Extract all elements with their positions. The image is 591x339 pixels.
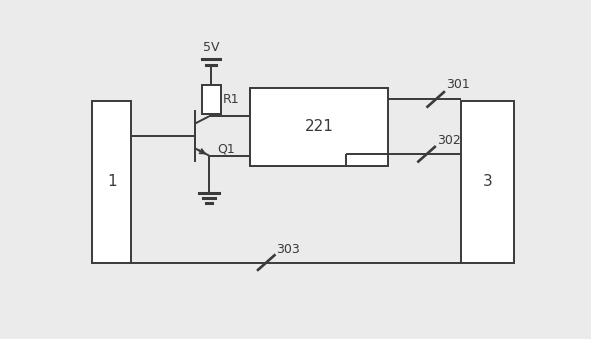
Bar [250, 88, 388, 166]
Bar [202, 85, 221, 114]
Text: 1: 1 [107, 174, 116, 189]
Bar [92, 101, 131, 263]
Text: 5V: 5V [203, 41, 219, 54]
Text: R1: R1 [223, 93, 240, 106]
Text: 303: 303 [277, 243, 300, 256]
Text: 302: 302 [437, 134, 460, 147]
Text: 3: 3 [482, 174, 492, 189]
Text: Q1: Q1 [217, 142, 235, 156]
Text: 301: 301 [446, 78, 469, 91]
Bar [461, 101, 514, 263]
Text: 221: 221 [304, 119, 333, 134]
